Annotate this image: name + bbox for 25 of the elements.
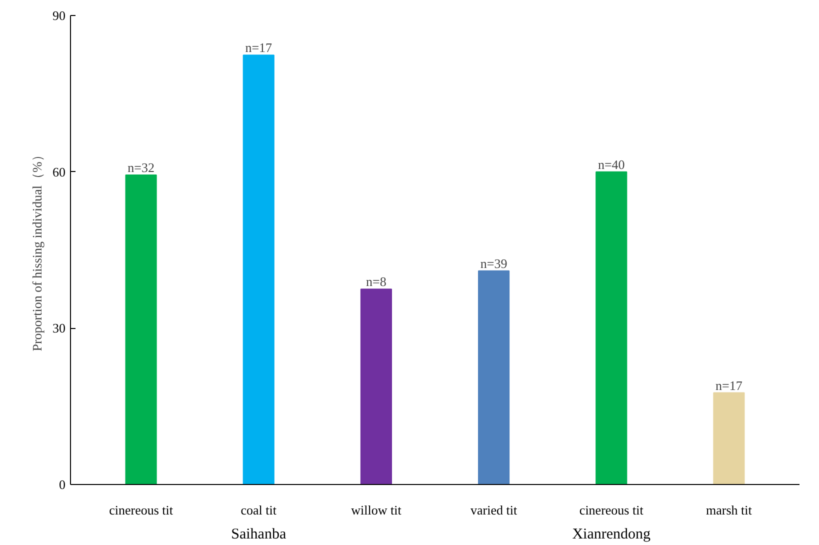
y-axis-title: Proportion of hissing individual（%） — [30, 148, 44, 352]
annotation: n=8 — [366, 274, 386, 290]
annotation: n=32 — [128, 160, 154, 175]
x-tick-label: coal tit — [240, 502, 277, 518]
y-tick-label: 90 — [52, 8, 66, 23]
x-tick-label: varied tit — [470, 502, 518, 518]
y-tick-label: 60 — [52, 164, 66, 180]
annotation: n=17 — [716, 378, 743, 393]
x-tick-label: willow tit — [351, 502, 402, 518]
bar — [125, 174, 157, 484]
text: Xianrendong — [572, 526, 652, 542]
bar — [242, 54, 274, 484]
y-tick-label: 0 — [59, 477, 66, 492]
annotation: n=39 — [480, 256, 508, 271]
text: Saihanba — [231, 526, 286, 542]
annotation: n=40 — [598, 156, 625, 172]
annotation: n=17 — [245, 40, 273, 56]
y-tick-label: 30 — [52, 320, 66, 336]
bar — [713, 392, 745, 484]
bar — [360, 288, 392, 484]
x-tick-label: cinereous tit — [109, 502, 174, 518]
x-tick-label: marsh tit — [706, 502, 752, 518]
x-tick-label: cinereous tit — [579, 502, 644, 518]
bar — [478, 270, 510, 484]
bar — [596, 171, 628, 484]
